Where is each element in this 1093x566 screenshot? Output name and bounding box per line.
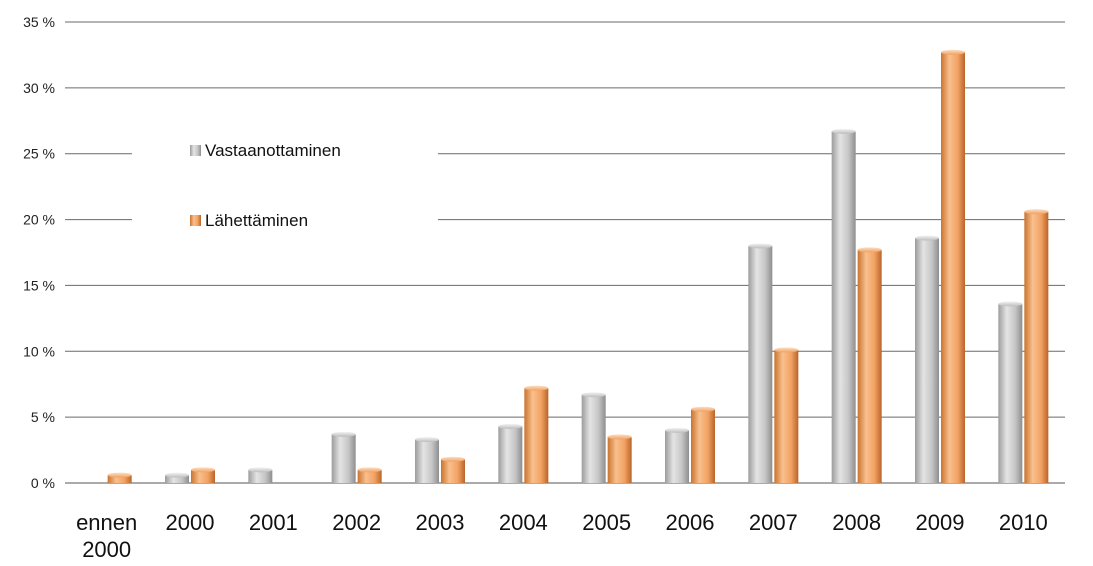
bar-vastaanottaminen — [915, 238, 939, 483]
bar-top-cap — [498, 423, 523, 429]
y-axis: 0 % 5 % 10 % 15 % 20 % 25 % 30 % 35 % — [23, 14, 55, 491]
bar-lahettaminen — [441, 459, 465, 483]
legend-swatch — [190, 215, 201, 226]
y-tick-label: 0 % — [31, 475, 55, 491]
x-tick-label: 2007 — [749, 510, 798, 535]
bar-top-cap — [665, 427, 689, 433]
bar-top-cap — [524, 385, 549, 391]
x-tick-label: 2005 — [582, 510, 631, 535]
bar-top-cap — [857, 247, 882, 253]
bar-lahettaminen — [191, 469, 215, 483]
x-tick-label: 2004 — [499, 510, 548, 535]
x-tick-label: 2001 — [249, 510, 298, 535]
y-tick-label: 20 % — [23, 212, 55, 228]
x-tick-label: 2010 — [999, 510, 1048, 535]
x-tick-label: 2009 — [916, 510, 965, 535]
x-axis: ennen 2000 2000 2001 2002 2003 2004 2005 2006 200… — [76, 510, 1048, 562]
bar-lahettaminen — [107, 475, 132, 483]
y-tick-label: 30 % — [23, 80, 55, 96]
bar-top-cap — [191, 467, 215, 473]
legend-background — [132, 120, 438, 245]
bar-vastaanottaminen — [998, 303, 1023, 483]
bar-lahettaminen — [524, 388, 549, 483]
y-tick-label: 5 % — [31, 409, 55, 425]
bars — [107, 49, 1049, 484]
x-tick-label: 2003 — [416, 510, 465, 535]
x-tick-label: 2000 — [166, 510, 215, 535]
bar-top-cap — [607, 434, 632, 440]
y-tick-label: 10 % — [23, 343, 55, 359]
bar-lahettaminen — [1024, 211, 1049, 483]
bar-lahettaminen — [857, 249, 882, 483]
bar-vastaanottaminen — [331, 434, 356, 483]
bar-lahettaminen — [691, 409, 715, 483]
bar-top-cap — [831, 128, 856, 134]
bar-vastaanottaminen — [165, 475, 189, 483]
legend-swatch — [190, 145, 201, 156]
bar-top-cap — [581, 392, 606, 398]
bar-top-cap — [441, 456, 465, 462]
x-tick-label: ennen 2000 — [76, 510, 137, 562]
bar-top-cap — [331, 431, 356, 437]
bar-top-cap — [941, 49, 965, 55]
bar-vastaanottaminen — [581, 394, 606, 483]
bar-top-cap — [774, 347, 799, 353]
bar-top-cap — [165, 472, 189, 478]
bar-top-cap — [107, 472, 132, 478]
y-tick-label: 15 % — [23, 277, 55, 293]
bar-top-cap — [357, 467, 382, 473]
bar-top-cap — [248, 467, 273, 473]
legend-label: Vastaanottaminen — [205, 141, 341, 160]
x-tick-label: 2002 — [332, 510, 381, 535]
legend-label: Lähettäminen — [205, 211, 308, 230]
bar-lahettaminen — [774, 349, 799, 483]
x-tick-label: 2006 — [666, 510, 715, 535]
y-tick-label: 35 % — [23, 14, 55, 30]
bar-top-cap — [748, 243, 773, 249]
bar-top-cap — [998, 301, 1023, 307]
x-tick-label: 2008 — [832, 510, 881, 535]
bar-top-cap — [415, 437, 439, 443]
bar-vastaanottaminen — [831, 131, 856, 483]
bar-top-cap — [1024, 209, 1049, 215]
bar-lahettaminen — [357, 469, 382, 483]
legend: Vastaanottaminen Lähettäminen — [190, 141, 341, 230]
bar-lahettaminen — [941, 52, 965, 484]
bar-vastaanottaminen — [498, 426, 523, 483]
y-tick-label: 25 % — [23, 146, 55, 162]
bar-top-cap — [915, 235, 939, 241]
bar-vastaanottaminen — [748, 245, 773, 483]
bar-top-cap — [691, 406, 715, 412]
bar-lahettaminen — [607, 436, 632, 483]
bar-vastaanottaminen — [248, 469, 273, 483]
bar-vastaanottaminen — [665, 430, 689, 483]
bar-vastaanottaminen — [415, 439, 439, 483]
